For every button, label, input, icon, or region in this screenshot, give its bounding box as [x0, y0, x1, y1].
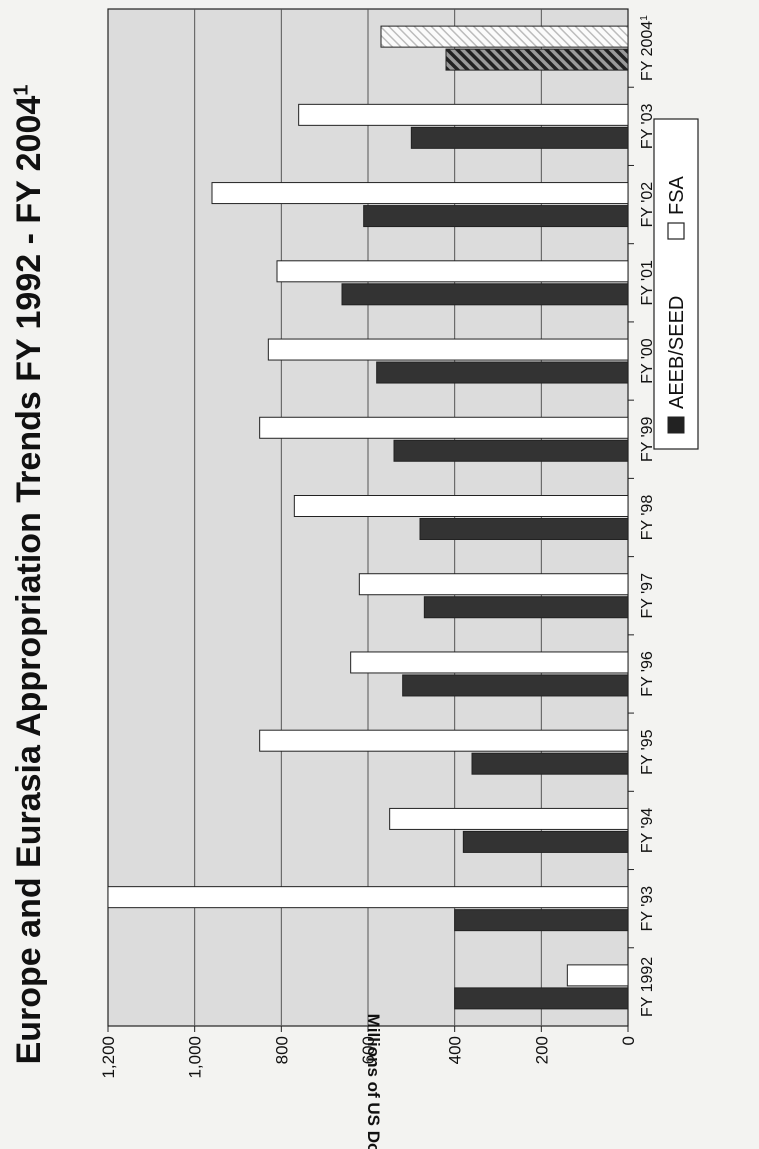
- x-tick-label: FY '98: [639, 495, 656, 541]
- bar: [462, 830, 629, 853]
- bar: [276, 260, 629, 283]
- bar: [267, 338, 629, 361]
- x-tick-label: FY '01: [639, 260, 656, 306]
- bar: [376, 361, 629, 384]
- legend-swatch-aeeb: [667, 416, 685, 434]
- bar: [380, 25, 629, 48]
- y-tick-label: 1,200: [99, 1036, 118, 1079]
- y-tick-label: 600: [359, 1036, 378, 1064]
- y-tick-label: 400: [446, 1036, 465, 1064]
- bar: [423, 596, 629, 619]
- bar: [259, 729, 629, 752]
- x-tick-label: FY '95: [639, 729, 656, 775]
- bar: [410, 126, 629, 149]
- x-tick-label: FY 1992: [639, 957, 656, 1017]
- y-tick-label: 1,000: [186, 1036, 205, 1079]
- bar: [393, 439, 629, 462]
- bar: [293, 495, 629, 517]
- x-tick-label: FY '02: [639, 182, 656, 228]
- bar: [107, 886, 629, 909]
- bar: [471, 752, 629, 775]
- x-tick-label: FY '99: [639, 416, 656, 462]
- bar: [454, 987, 629, 1010]
- y-tick-label: 800: [272, 1036, 291, 1064]
- bar: [363, 205, 629, 228]
- bar: [211, 182, 629, 205]
- x-tick-label: FY '97: [639, 573, 656, 619]
- bar: [358, 573, 629, 596]
- bar: [389, 807, 629, 830]
- legend-swatch-fsa: [667, 222, 685, 240]
- legend-label-aeeb: AEEB/SEED: [666, 296, 688, 409]
- bar: [341, 283, 629, 306]
- x-tick-label: FY 20041: [639, 15, 657, 81]
- bar: [259, 416, 629, 439]
- y-tick-label: 200: [532, 1036, 551, 1064]
- x-tick-label: FY '00: [639, 338, 656, 384]
- x-tick-superscript: 1: [639, 15, 650, 21]
- y-axis-title: Millions of US Dollars: [364, 1014, 383, 1149]
- bar: [419, 518, 629, 540]
- bar: [402, 674, 629, 697]
- x-tick-label: FY '93: [639, 886, 656, 932]
- legend: AEEB/SEED FSA: [653, 118, 699, 450]
- x-tick-label: FY '03: [639, 104, 656, 150]
- x-tick-label: FY '94: [639, 808, 656, 854]
- legend-box: [653, 118, 699, 450]
- bar: [350, 651, 629, 674]
- x-tick-label: FY '96: [639, 651, 656, 697]
- bar: [298, 103, 629, 126]
- legend-label-fsa: FSA: [666, 175, 688, 215]
- bar: [454, 909, 629, 932]
- y-tick-label: 0: [619, 1036, 638, 1045]
- bar: [566, 964, 629, 987]
- bar: [445, 48, 629, 71]
